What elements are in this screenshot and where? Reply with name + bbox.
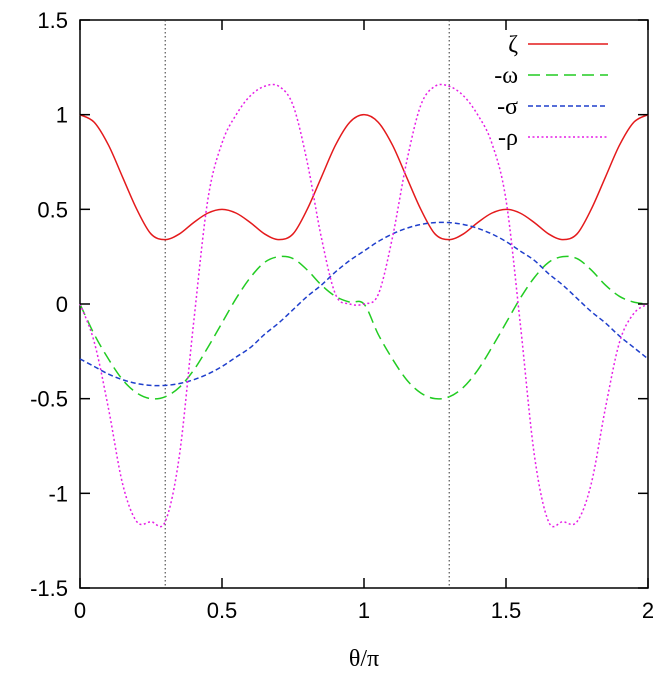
legend-label-3: -σ [497,94,518,120]
y-tick-label: 1.5 [37,8,68,33]
y-tick-label: 0.5 [37,197,68,222]
y-tick-label: 1 [56,103,68,128]
legend-label-4: -ρ [498,125,518,151]
tick-labels: 0 0.5 1 1.5 2 -1.5 -1 -0.5 0 0.5 1 1.5 [30,8,654,623]
series-line-1 [79,113,649,241]
y-tick-label: -1.5 [30,576,68,601]
legend: ζ -ω -σ -ρ [494,32,608,151]
x-tick-label: 2 [642,598,654,623]
reference-lines [164,20,450,588]
legend-label-1: ζ [508,32,518,58]
x-tick-label: 1 [358,598,370,623]
series-line-2 [79,255,649,400]
y-tick-label: -0.5 [30,387,68,412]
legend-label-2: -ω [494,63,518,89]
series-lines [79,83,649,528]
x-tick-label: 1.5 [491,598,522,623]
series-line-4 [79,83,649,528]
y-tick-label: -1 [48,481,68,506]
x-tick-label: 0.5 [207,598,238,623]
series-line-3 [79,221,649,387]
x-tick-label: 0 [74,598,86,623]
ticks [79,19,649,589]
x-axis-label: θ/π [349,646,379,672]
y-tick-label: 0 [56,292,68,317]
